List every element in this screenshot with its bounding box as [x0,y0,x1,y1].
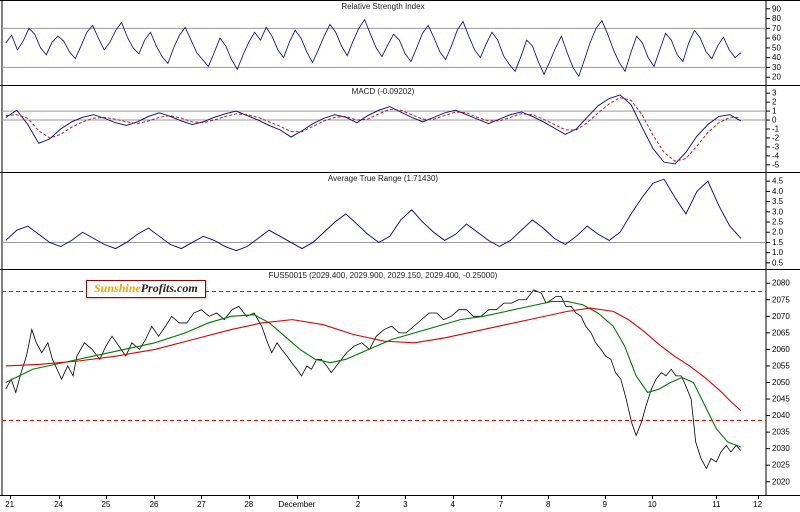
x-axis-label: 7 [498,500,504,509]
y-tick-label: 20 [772,73,781,82]
x-tick [358,496,360,499]
series-rsi-line [5,18,742,78]
y-tick-label: 2020 [772,477,790,486]
y-tick-label: 2025 [772,461,790,470]
x-tick [201,496,203,499]
x-tick [652,496,654,499]
y-tick-label: 2080 [772,279,790,288]
y-tick-label: 30 [772,63,781,72]
y-tick-label: 2065 [772,328,790,337]
rsi-panel: 90 80 70 60 50 40 30 20 Relative Strength Index [0,1,800,86]
atr-panel: 4.5 4.0 3.5 3.0 2.5 2.0 1.5 1.0 0.5 Average True… [0,173,800,270]
x-axis-label: December [278,500,316,509]
y-tick-label: -3 [772,142,780,151]
x-tick [757,496,759,499]
y-tick-label: 4.0 [772,187,784,196]
x-axis-label: 9 [602,500,608,509]
x-axis-label: 24 [54,500,63,509]
y-tick-label: 2.5 [772,218,784,227]
x-axis-label: 4 [450,500,455,509]
y-tick-label: 2055 [772,361,790,370]
y-tick-label: -1 [772,125,780,134]
y-tick-label: 2035 [772,428,790,437]
y-tick-label: 80 [772,14,781,23]
y-tick-label: 0 [772,116,777,125]
x-axis-label: 25 [101,500,111,509]
y-tick-label: 1.0 [772,248,784,257]
series-macd-signal-line [5,97,741,162]
y-tick-label: 2.0 [772,228,784,237]
series-atr-line [5,178,742,252]
y-tick-label: 2040 [772,411,790,420]
y-tick-label: 70 [772,24,781,33]
x-axis-label: 28 [244,500,254,509]
x-tick [405,496,407,499]
x-tick [58,496,60,499]
y-tick-label: 0.5 [772,258,784,267]
x-tick [604,496,606,499]
y-tick-label: 3.5 [772,197,784,206]
x-tick [716,496,718,499]
macd-panel: 3 2 1 0 -1 -2 -3 -4 -5 MACD (-0.09202) [0,86,800,173]
series-moving-average-slow [5,307,742,412]
y-tick-label: 2060 [772,345,790,354]
price-plot: 2080 2075 2070 2065 2060 2055 2050 2045 2040 2035… [1,270,790,495]
y-tick-label: -5 [772,160,780,169]
x-axis-label: 21 [5,500,15,509]
y-tick-label: 2075 [772,295,790,304]
x-axis-label: 12 [753,500,763,509]
logo-sunshine-text: Sunshine [94,281,141,295]
y-tick-label: 4.5 [772,177,784,186]
y-tick-label: -2 [772,133,780,142]
price-panel: 2080 2075 2070 2065 2060 2055 2050 2045 2040 2035… [0,270,800,496]
x-axis-label: 27 [196,500,206,509]
logo-profits-text: Profits.com [140,281,198,295]
y-tick-label: 1 [772,107,777,116]
y-tick-label: 2030 [772,444,790,453]
x-tick [248,496,250,499]
x-axis-label: 10 [647,500,657,509]
x-axis-label: 26 [149,500,159,509]
x-tick [452,496,454,499]
series-moving-average-fast [5,300,741,448]
y-tick-label: 3 [772,89,777,98]
y-tick-label: 50 [772,43,781,52]
sunshine-profits-logo: SunshineProfits.com [86,280,206,298]
x-tick [9,496,11,499]
atr-plot: 4.54.03.53.0 2.52.01.51.00.5 [1,173,784,269]
x-axis-label: 3 [403,500,408,509]
series-macd-line [5,94,742,165]
x-tick [500,496,502,499]
x-axis-label: 2 [355,500,361,509]
date-axis: 21 24 25 26 27 28 December 2 3 4 7 8 9 10 11 12 [0,496,800,512]
y-tick-label: 40 [772,53,781,62]
y-tick-label: 60 [772,34,781,43]
y-tick-label: 90 [772,4,781,13]
y-tick-label: 1.5 [772,238,784,247]
x-tick [154,496,156,499]
x-axis-label: 8 [546,500,551,509]
y-tick-label: 2070 [772,312,790,321]
y-tick-label: 2045 [772,395,790,404]
x-tick [105,496,107,499]
y-tick-label: 2 [772,98,777,107]
x-tick [548,496,550,499]
y-tick-label: 2050 [772,378,790,387]
x-axis-label: 11 [712,500,721,509]
x-tick [296,496,298,499]
series-price-line [5,289,742,470]
y-tick-label: 3.0 [772,207,784,216]
y-tick-label: -4 [772,151,780,160]
